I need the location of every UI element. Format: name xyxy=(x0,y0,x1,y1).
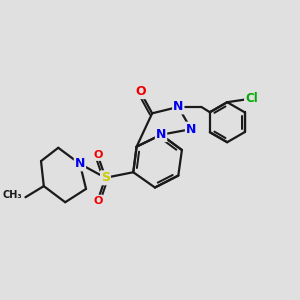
Text: S: S xyxy=(101,171,110,184)
Text: O: O xyxy=(93,196,102,206)
Text: O: O xyxy=(93,150,102,160)
Text: Cl: Cl xyxy=(245,92,258,105)
Text: N: N xyxy=(186,123,196,136)
Text: N: N xyxy=(173,100,184,113)
Text: O: O xyxy=(135,85,146,98)
Text: N: N xyxy=(156,128,166,141)
Text: N: N xyxy=(75,158,85,170)
Text: CH₃: CH₃ xyxy=(2,190,22,200)
